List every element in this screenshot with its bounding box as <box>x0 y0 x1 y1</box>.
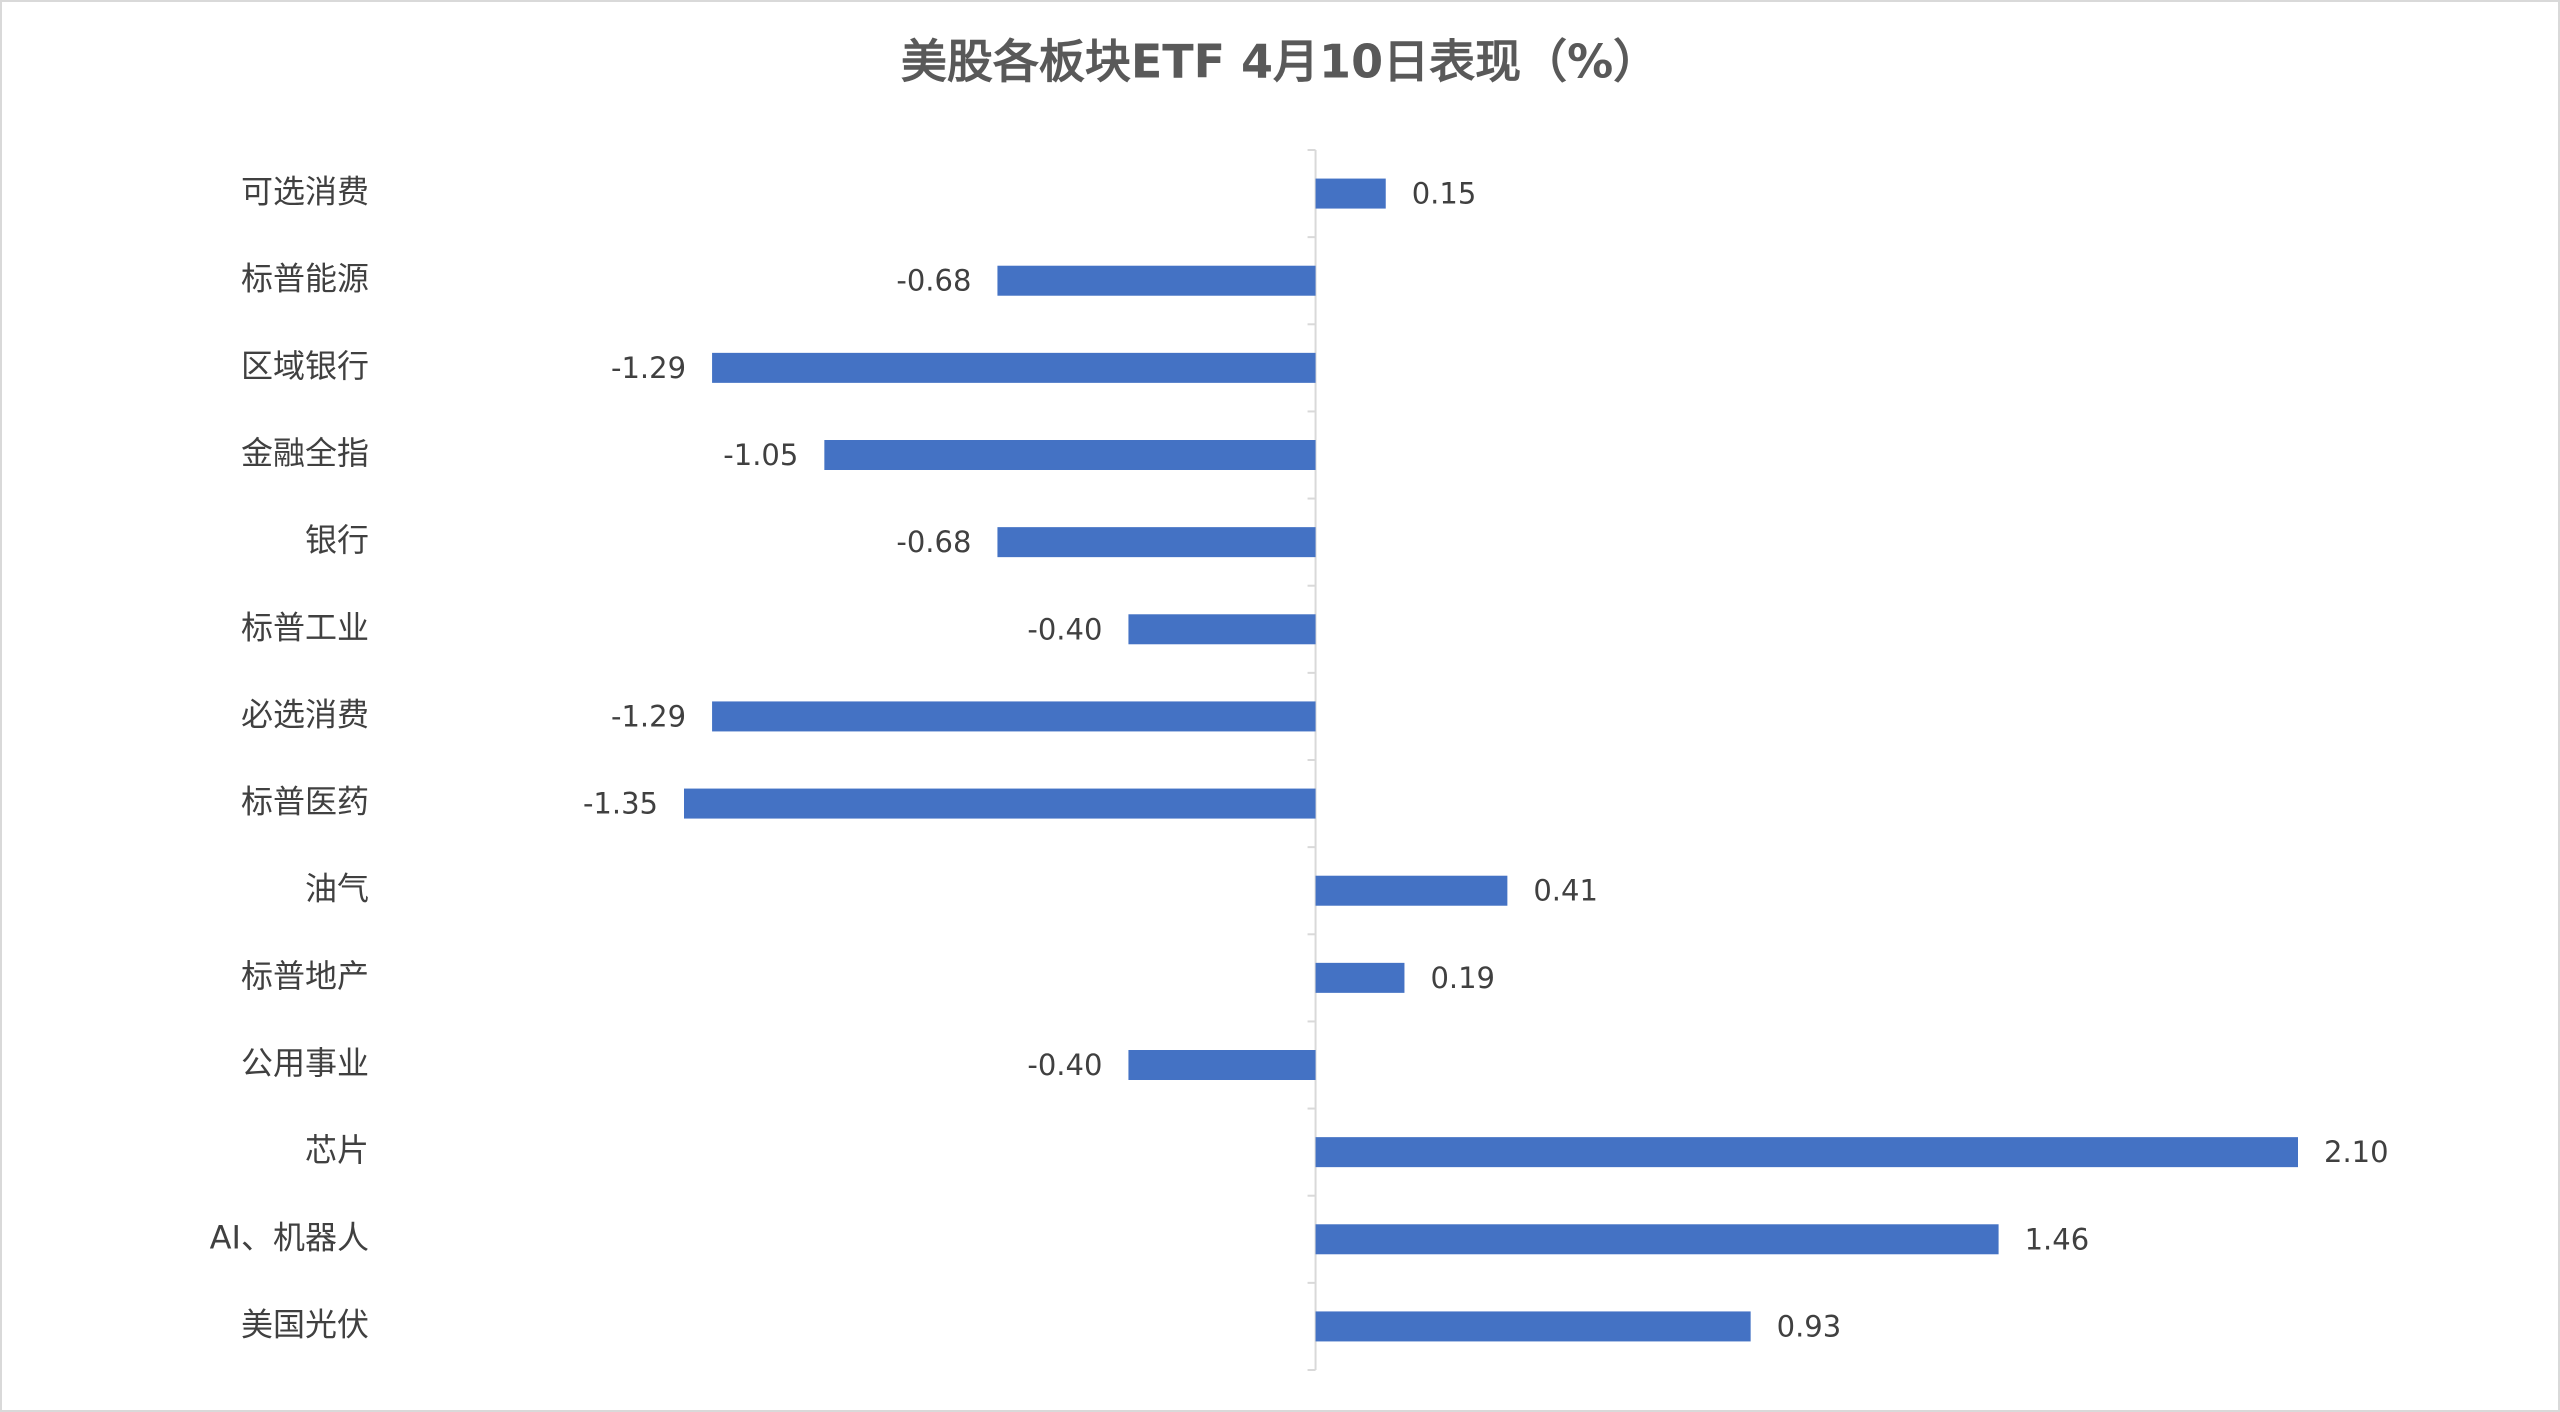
bar <box>1315 962 1405 993</box>
bar <box>1315 1137 2298 1168</box>
bar <box>997 265 1316 296</box>
category-label: 标普医药 <box>241 783 369 821</box>
value-label: 0.41 <box>1533 874 1598 908</box>
category-label: 标普地产 <box>241 957 369 995</box>
bar <box>1128 614 1316 645</box>
category-label: 油气 <box>305 870 369 908</box>
value-label: -0.68 <box>896 264 971 298</box>
value-label: -0.40 <box>1027 1048 1102 1082</box>
category-label: 金融全指 <box>241 434 369 472</box>
category-label: 必选消费 <box>241 695 369 733</box>
category-label: AI、机器人 <box>210 1218 369 1256</box>
value-label: 0.15 <box>1412 177 1477 211</box>
category-label: 公用事业 <box>241 1044 369 1082</box>
bar <box>1315 875 1508 906</box>
value-label: 0.93 <box>1777 1309 1842 1343</box>
bar <box>1128 1050 1316 1080</box>
value-label: -0.68 <box>896 525 971 559</box>
category-label: 美国光伏 <box>241 1305 369 1343</box>
bar <box>824 440 1316 470</box>
value-label: -1.29 <box>611 351 686 385</box>
bar <box>684 788 1316 819</box>
value-label: 1.46 <box>2025 1222 2090 1256</box>
category-label: 区域银行 <box>241 347 369 385</box>
bar <box>712 701 1316 732</box>
category-label: 标普能源 <box>241 260 369 298</box>
value-label: 2.10 <box>2324 1135 2389 1169</box>
value-label: -1.35 <box>583 787 658 821</box>
bar <box>1315 1224 1999 1255</box>
chart-title: 美股各板块ETF 4月10日表现（%） <box>901 35 1659 89</box>
value-label: -0.40 <box>1027 612 1102 646</box>
category-label: 可选消费 <box>241 173 369 211</box>
value-label: -1.29 <box>611 699 686 733</box>
value-label: -1.05 <box>723 438 798 472</box>
category-label: 银行 <box>305 521 369 559</box>
bar <box>997 527 1316 558</box>
value-label: 0.19 <box>1430 961 1495 995</box>
bar <box>712 352 1316 383</box>
bar <box>1315 178 1386 209</box>
category-label: 标普工业 <box>241 608 369 646</box>
category-label: 芯片 <box>305 1131 369 1169</box>
bar <box>1315 1311 1751 1342</box>
